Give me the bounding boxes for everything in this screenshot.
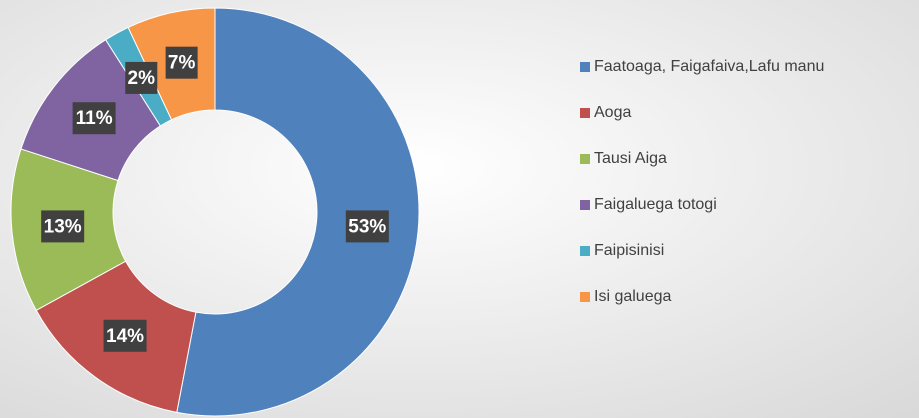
label-box — [125, 61, 158, 94]
label-box — [72, 102, 116, 135]
legend-label: Aoga — [594, 104, 631, 121]
data-label: 14% — [106, 326, 144, 347]
data-label: 13% — [44, 216, 82, 237]
legend-swatch — [580, 246, 590, 256]
legend-swatch — [580, 108, 590, 118]
label-box — [345, 210, 389, 243]
label-box — [41, 210, 85, 243]
data-label: 11% — [76, 108, 113, 129]
legend-label: Isi galuega — [594, 288, 671, 305]
legend-swatch — [580, 62, 590, 72]
legend-swatch — [580, 292, 590, 302]
label-box — [103, 319, 147, 352]
data-label: 53% — [348, 216, 386, 237]
legend-swatch — [580, 154, 590, 164]
data-label: 7% — [168, 53, 196, 74]
legend-label: Faatoaga, Faigafaiva,Lafu manu — [594, 58, 824, 75]
label-box — [165, 46, 198, 79]
legend-label: Faigaluega totogi — [594, 196, 717, 213]
legend-swatch — [580, 200, 590, 210]
legend-label: Faipisinisi — [594, 242, 664, 259]
legend-label: Tausi Aiga — [594, 150, 667, 167]
slice — [176, 7, 420, 417]
data-label: 2% — [128, 68, 156, 89]
